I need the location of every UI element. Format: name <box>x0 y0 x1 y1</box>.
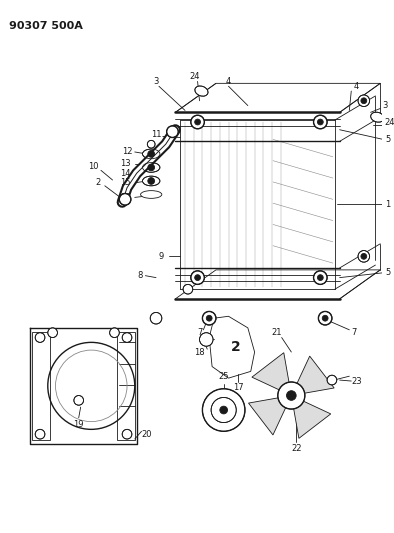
Ellipse shape <box>143 163 160 172</box>
Text: 15: 15 <box>120 179 130 188</box>
Text: 19: 19 <box>73 420 84 429</box>
Circle shape <box>327 375 337 385</box>
Text: 17: 17 <box>233 383 243 392</box>
Bar <box>117 332 135 440</box>
Circle shape <box>150 312 162 324</box>
Text: 20: 20 <box>141 430 152 439</box>
Circle shape <box>167 126 178 138</box>
Ellipse shape <box>143 149 160 159</box>
Text: 90307 500A: 90307 500A <box>9 21 83 30</box>
Text: 7: 7 <box>197 328 202 337</box>
Text: 25: 25 <box>218 372 229 381</box>
Circle shape <box>203 389 245 431</box>
Circle shape <box>122 430 132 439</box>
Circle shape <box>314 115 327 129</box>
Text: 14: 14 <box>120 169 130 177</box>
Text: 3: 3 <box>153 77 159 86</box>
Text: 24: 24 <box>190 72 200 81</box>
Circle shape <box>318 311 332 325</box>
Circle shape <box>358 251 370 262</box>
Text: 5: 5 <box>385 135 390 144</box>
Text: 1: 1 <box>385 200 390 208</box>
Text: 24: 24 <box>385 117 394 126</box>
Circle shape <box>322 316 328 321</box>
Text: 9: 9 <box>158 252 164 261</box>
Ellipse shape <box>371 112 384 122</box>
Circle shape <box>191 115 204 129</box>
Polygon shape <box>297 356 334 393</box>
Text: 16: 16 <box>120 193 130 202</box>
Text: 4: 4 <box>353 82 359 91</box>
Circle shape <box>286 391 296 400</box>
Text: 11: 11 <box>151 130 161 139</box>
Circle shape <box>361 98 367 103</box>
Text: 21: 21 <box>271 328 282 337</box>
Circle shape <box>358 95 370 107</box>
Circle shape <box>361 254 367 259</box>
Text: 12: 12 <box>122 148 132 157</box>
Polygon shape <box>252 353 289 390</box>
Circle shape <box>35 430 45 439</box>
Ellipse shape <box>143 176 160 186</box>
Text: 7: 7 <box>351 328 357 337</box>
Circle shape <box>148 177 154 184</box>
Ellipse shape <box>195 86 208 96</box>
Circle shape <box>318 119 323 125</box>
Ellipse shape <box>141 191 162 198</box>
Circle shape <box>191 271 204 285</box>
Polygon shape <box>249 398 286 435</box>
Circle shape <box>211 398 236 423</box>
Circle shape <box>147 140 155 148</box>
Text: 23: 23 <box>352 376 362 385</box>
Circle shape <box>195 119 201 125</box>
Text: 4: 4 <box>226 77 231 86</box>
Circle shape <box>122 333 132 342</box>
Circle shape <box>48 328 58 337</box>
Circle shape <box>110 328 119 337</box>
Text: 2: 2 <box>230 340 240 354</box>
Polygon shape <box>209 316 255 378</box>
Circle shape <box>148 150 154 157</box>
Text: 10: 10 <box>88 162 98 171</box>
Circle shape <box>35 333 45 342</box>
Circle shape <box>206 316 212 321</box>
Circle shape <box>195 274 201 280</box>
Text: 18: 18 <box>194 348 205 357</box>
Text: 5: 5 <box>385 268 390 277</box>
Circle shape <box>119 193 131 205</box>
Polygon shape <box>294 401 331 438</box>
Text: 22: 22 <box>291 444 301 453</box>
Bar <box>32 332 50 440</box>
Text: 2: 2 <box>95 179 100 188</box>
Text: 8: 8 <box>137 271 142 280</box>
Circle shape <box>278 382 305 409</box>
Text: 3: 3 <box>383 101 388 110</box>
Circle shape <box>183 285 193 294</box>
Circle shape <box>314 271 327 285</box>
Text: 13: 13 <box>120 159 130 168</box>
Circle shape <box>203 311 216 325</box>
Circle shape <box>220 406 228 414</box>
Circle shape <box>74 395 84 405</box>
Circle shape <box>318 274 323 280</box>
Circle shape <box>148 164 154 171</box>
Circle shape <box>199 333 213 346</box>
